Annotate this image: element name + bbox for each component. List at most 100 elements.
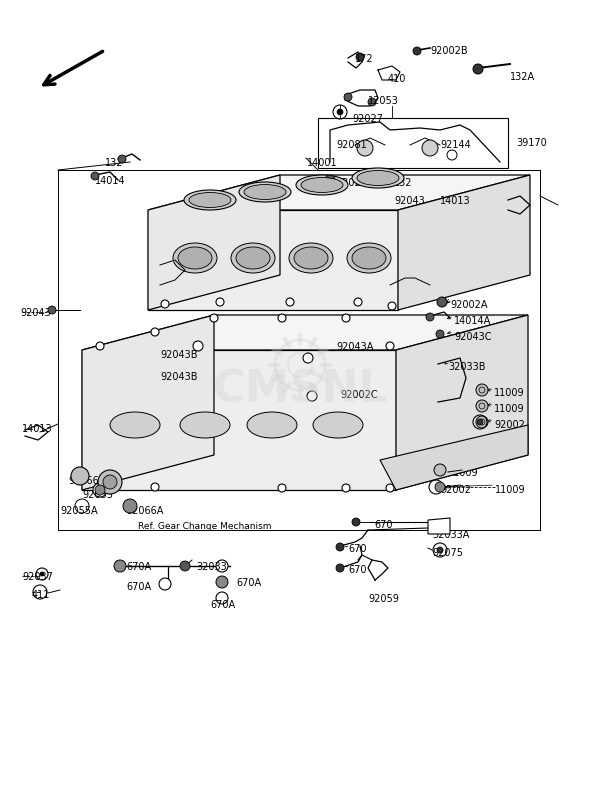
Circle shape bbox=[159, 578, 171, 590]
Circle shape bbox=[437, 547, 443, 553]
Circle shape bbox=[354, 298, 362, 306]
Text: Ref. Gear Change Mechanism: Ref. Gear Change Mechanism bbox=[138, 522, 271, 531]
Ellipse shape bbox=[236, 247, 270, 269]
Ellipse shape bbox=[247, 412, 297, 438]
Text: 11009: 11009 bbox=[495, 485, 526, 495]
Circle shape bbox=[123, 499, 137, 513]
Ellipse shape bbox=[231, 243, 275, 273]
Circle shape bbox=[352, 518, 360, 526]
Polygon shape bbox=[148, 175, 280, 310]
Ellipse shape bbox=[352, 168, 404, 188]
Text: 92055: 92055 bbox=[82, 490, 113, 500]
Circle shape bbox=[342, 314, 350, 322]
Text: 92002C: 92002C bbox=[340, 390, 377, 400]
Text: 670A: 670A bbox=[236, 578, 261, 588]
Ellipse shape bbox=[352, 247, 386, 269]
Text: 92002B: 92002B bbox=[430, 46, 467, 56]
Text: 670: 670 bbox=[374, 520, 392, 530]
Text: 92002: 92002 bbox=[494, 420, 525, 430]
Ellipse shape bbox=[296, 175, 348, 195]
Text: 12053: 12053 bbox=[368, 96, 399, 106]
Ellipse shape bbox=[289, 243, 333, 273]
Text: 14013: 14013 bbox=[440, 196, 470, 206]
Ellipse shape bbox=[294, 247, 328, 269]
Text: 92043: 92043 bbox=[394, 196, 425, 206]
Text: 670: 670 bbox=[348, 544, 367, 554]
Text: 92043: 92043 bbox=[20, 308, 51, 318]
Text: CMSNL: CMSNL bbox=[212, 368, 388, 411]
Circle shape bbox=[426, 313, 434, 321]
Circle shape bbox=[193, 341, 203, 351]
Circle shape bbox=[216, 298, 224, 306]
Circle shape bbox=[93, 483, 107, 497]
Circle shape bbox=[40, 572, 44, 576]
Circle shape bbox=[476, 400, 488, 412]
Text: 670A: 670A bbox=[126, 582, 151, 592]
Polygon shape bbox=[82, 315, 528, 350]
Circle shape bbox=[336, 564, 344, 572]
Text: 92037: 92037 bbox=[22, 572, 53, 582]
Text: 92002A: 92002A bbox=[450, 300, 487, 310]
Text: 132A: 132A bbox=[510, 72, 535, 82]
Polygon shape bbox=[318, 118, 508, 168]
Text: 11009: 11009 bbox=[494, 388, 524, 398]
Text: 410: 410 bbox=[388, 74, 406, 84]
Text: 92002: 92002 bbox=[440, 485, 471, 495]
Circle shape bbox=[356, 53, 364, 61]
Circle shape bbox=[161, 300, 169, 308]
Circle shape bbox=[357, 140, 373, 156]
Text: 14014: 14014 bbox=[95, 176, 125, 186]
Text: 14001: 14001 bbox=[307, 158, 338, 168]
Text: 32033B: 32033B bbox=[448, 362, 485, 372]
Circle shape bbox=[477, 419, 483, 425]
Text: 670A: 670A bbox=[210, 600, 235, 610]
Circle shape bbox=[473, 64, 483, 74]
Text: 92055A: 92055A bbox=[60, 506, 98, 516]
Circle shape bbox=[114, 560, 126, 572]
Text: 11009: 11009 bbox=[448, 468, 479, 478]
Polygon shape bbox=[380, 425, 528, 490]
Text: 92043B: 92043B bbox=[160, 350, 197, 360]
Circle shape bbox=[435, 482, 445, 492]
Circle shape bbox=[48, 306, 56, 314]
Polygon shape bbox=[398, 175, 530, 310]
Circle shape bbox=[337, 109, 343, 115]
Circle shape bbox=[151, 483, 159, 491]
Ellipse shape bbox=[301, 177, 343, 192]
Ellipse shape bbox=[173, 243, 217, 273]
Text: 92066: 92066 bbox=[68, 476, 99, 486]
Circle shape bbox=[368, 98, 376, 106]
Ellipse shape bbox=[357, 170, 399, 185]
Text: 670: 670 bbox=[348, 565, 367, 575]
Polygon shape bbox=[148, 175, 530, 210]
Circle shape bbox=[342, 484, 350, 492]
Ellipse shape bbox=[189, 192, 231, 207]
Circle shape bbox=[388, 302, 396, 310]
Circle shape bbox=[71, 467, 89, 485]
Text: 92144: 92144 bbox=[440, 140, 471, 150]
Circle shape bbox=[118, 155, 126, 163]
Circle shape bbox=[413, 47, 421, 55]
Text: 132: 132 bbox=[394, 178, 413, 188]
Ellipse shape bbox=[313, 412, 363, 438]
Circle shape bbox=[180, 561, 190, 571]
Circle shape bbox=[325, 175, 335, 185]
Ellipse shape bbox=[347, 243, 391, 273]
Text: 172: 172 bbox=[355, 54, 374, 64]
Circle shape bbox=[437, 297, 447, 307]
Circle shape bbox=[386, 342, 394, 350]
Text: 92043A: 92043A bbox=[336, 342, 373, 352]
Circle shape bbox=[216, 576, 228, 588]
Polygon shape bbox=[428, 518, 450, 534]
Circle shape bbox=[286, 298, 294, 306]
Circle shape bbox=[98, 470, 122, 494]
Ellipse shape bbox=[110, 412, 160, 438]
Circle shape bbox=[434, 464, 446, 476]
Text: 670A: 670A bbox=[126, 562, 151, 572]
Ellipse shape bbox=[184, 190, 236, 210]
Polygon shape bbox=[82, 350, 396, 490]
Circle shape bbox=[307, 391, 317, 401]
Polygon shape bbox=[82, 315, 214, 490]
Text: 132: 132 bbox=[105, 158, 124, 168]
Text: 14014A: 14014A bbox=[454, 316, 491, 326]
